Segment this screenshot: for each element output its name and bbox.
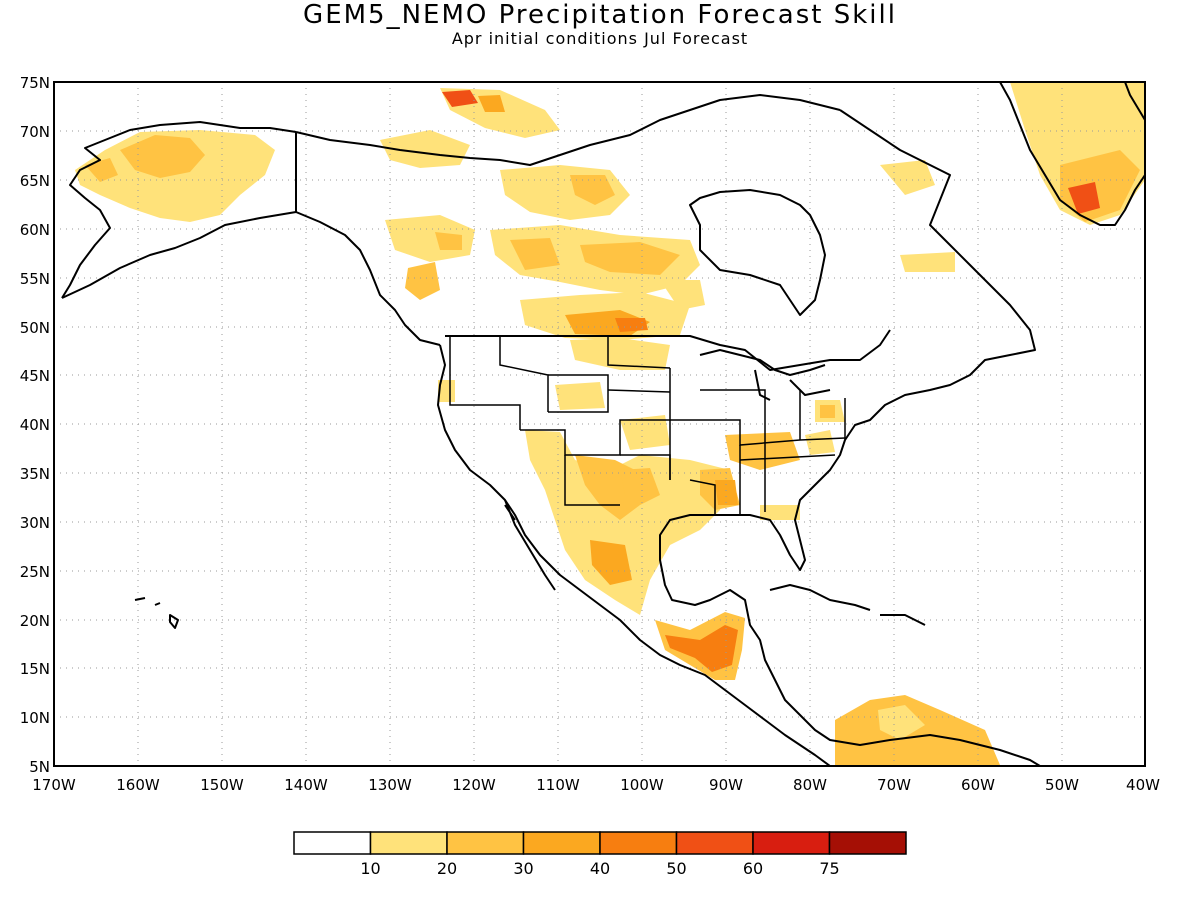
lon-label: 130W	[368, 776, 412, 794]
coast-great-lakes	[699, 349, 831, 401]
coast-alaska	[61, 211, 441, 346]
skill-region-colorado	[620, 415, 670, 450]
colorbar-swatch	[446, 831, 525, 855]
skill-region-mexico-core	[590, 540, 632, 585]
skill-region-texas	[620, 468, 660, 505]
coast-labrador	[659, 109, 1041, 766]
lat-label: 15N	[20, 660, 50, 678]
colorbar-label: 20	[437, 859, 457, 878]
map-title: GEM5_NEMO Precipitation Forecast Skill	[303, 0, 897, 30]
skill-region-greenland-hot	[1068, 182, 1100, 214]
skill-region-prairies-core	[510, 238, 560, 270]
coast-pacific	[437, 344, 831, 766]
lon-label: 110W	[536, 776, 580, 794]
skill-region-nwt-core	[570, 175, 615, 205]
colorbar-swatch	[599, 831, 678, 855]
skill-region-labrador	[900, 252, 955, 272]
colorbar-swatch	[369, 831, 448, 855]
longitude-labels: 170W 160W 150W 140W 130W 120W 110W 100W …	[32, 776, 1160, 794]
lon-label: 100W	[620, 776, 664, 794]
lon-label: 140W	[284, 776, 328, 794]
lat-label: 10N	[20, 709, 50, 727]
skill-region-arctic-orange	[478, 95, 505, 112]
skill-region-hudson-east	[880, 160, 935, 195]
lat-label: 65N	[20, 172, 50, 190]
skill-region-manitoba-hot	[615, 318, 648, 332]
colorbar-swatch	[752, 831, 831, 855]
skill-region-tennessee	[725, 432, 800, 470]
lon-label: 150W	[200, 776, 244, 794]
skill-region-georgia	[760, 505, 800, 520]
skill-region-arctic-red	[442, 90, 478, 107]
colorbar-swatch	[293, 831, 372, 855]
skill-shading	[75, 82, 1145, 765]
skill-region-south-america-light	[878, 705, 925, 740]
skill-region-central-america-hot	[665, 625, 738, 672]
colorbar-label: 75	[819, 859, 839, 878]
skill-region-alaska-inner	[120, 135, 205, 178]
lat-label: 45N	[20, 367, 50, 385]
colorbar-swatch	[828, 831, 907, 855]
lat-label: 40N	[20, 416, 50, 434]
lon-label: 50W	[1045, 776, 1079, 794]
lon-label: 160W	[116, 776, 160, 794]
border-us-canada	[445, 329, 891, 371]
state-borders	[449, 336, 846, 515]
colorbar-swatch	[675, 831, 754, 855]
skill-region-carolina	[805, 430, 835, 455]
lat-label: 5N	[29, 758, 50, 776]
plot-frame	[53, 81, 1146, 767]
latitude-labels: 75N 70N 65N 60N 55N 50N 45N 40N 35N 30N …	[20, 74, 50, 776]
lon-label: 120W	[452, 776, 496, 794]
skill-region-dakotas	[570, 338, 670, 370]
lat-label: 75N	[20, 74, 50, 92]
lat-label: 50N	[20, 319, 50, 337]
lat-label: 25N	[20, 563, 50, 581]
skill-region-bc-north-core	[435, 232, 462, 250]
coast-hawaii	[134, 597, 179, 629]
graticule	[54, 82, 1145, 766]
skill-region-louisiana	[715, 480, 738, 505]
colorbar-label: 60	[743, 859, 763, 878]
coast-hudson-bay	[689, 189, 826, 316]
colorbar: 10 20 30 40 50 60 75	[293, 831, 907, 878]
coast-alaska-west	[61, 121, 297, 299]
colorbar-label: 40	[590, 859, 610, 878]
lat-label: 35N	[20, 465, 50, 483]
lon-label: 90W	[709, 776, 743, 794]
map-subtitle: Apr initial conditions Jul Forecast	[451, 29, 749, 48]
skill-region-prairies-core2	[580, 242, 680, 275]
lon-label: 40W	[1126, 776, 1160, 794]
coastlines	[61, 82, 1145, 766]
skill-region-bc-north	[385, 215, 475, 262]
skill-region-ontario-n	[660, 280, 705, 310]
skill-region-south-america	[835, 695, 1000, 765]
colorbar-label: 10	[360, 859, 380, 878]
coast-arctic	[295, 94, 841, 166]
skill-region-southwest	[525, 430, 730, 615]
skill-region-yukon	[380, 130, 470, 168]
lat-label: 30N	[20, 514, 50, 532]
skill-region-bc	[405, 262, 440, 300]
lat-label: 20N	[20, 612, 50, 630]
coast-cuba	[769, 584, 926, 626]
lon-label: 80W	[793, 776, 827, 794]
lon-label: 70W	[877, 776, 911, 794]
lat-label: 55N	[20, 270, 50, 288]
coast-greenland	[999, 82, 1145, 226]
lon-label: 60W	[961, 776, 995, 794]
colorbar-swatch	[522, 831, 601, 855]
lat-label: 70N	[20, 123, 50, 141]
skill-region-nebraska	[555, 382, 605, 410]
coast-baja	[504, 499, 556, 591]
colorbar-label: 30	[513, 859, 533, 878]
skill-region-virginia-core	[820, 405, 835, 418]
colorbar-label: 50	[666, 859, 686, 878]
lon-label: 170W	[32, 776, 76, 794]
lat-label: 60N	[20, 221, 50, 239]
